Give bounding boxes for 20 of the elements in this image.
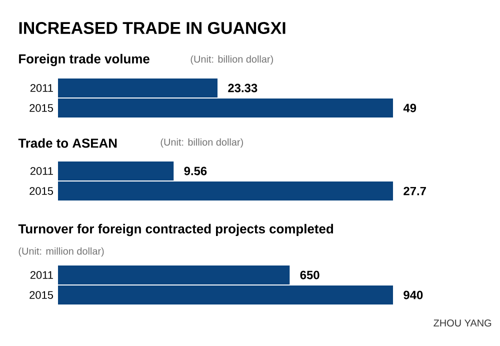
y-tick-label: 2011 bbox=[30, 271, 53, 279]
data-label: 940 bbox=[404, 290, 423, 300]
chart-title: Foreign trade volume bbox=[19, 54, 150, 66]
y-tick-label: 2011 bbox=[30, 84, 53, 92]
chart-title: Trade to ASEAN bbox=[18, 138, 117, 148]
text: INCREASED TRADE IN GUANGXI bbox=[19, 22, 286, 34]
data-label: 9.56 bbox=[184, 166, 207, 176]
y-tick-label: 2015 bbox=[30, 104, 54, 112]
y-tick-label: 2015 bbox=[30, 291, 54, 299]
text: ZHOU YANG bbox=[434, 319, 492, 327]
chart-title: Turnover for foreign contracted projects completed bbox=[18, 224, 334, 236]
chart-subtitle: (Unit: billion dollar) bbox=[160, 138, 243, 148]
y-tick-label: 2015 bbox=[30, 187, 54, 195]
data-label: 27.7 bbox=[404, 186, 426, 196]
data-label: 650 bbox=[300, 270, 320, 280]
chart-subtitle: (Unit: billion dollar) bbox=[190, 55, 273, 65]
chart-subtitle: (Unit: million dollar) bbox=[18, 247, 104, 257]
data-label: 23.33 bbox=[228, 84, 258, 92]
y-tick-label: 2011 bbox=[30, 167, 53, 175]
data-label: 49 bbox=[403, 104, 416, 112]
